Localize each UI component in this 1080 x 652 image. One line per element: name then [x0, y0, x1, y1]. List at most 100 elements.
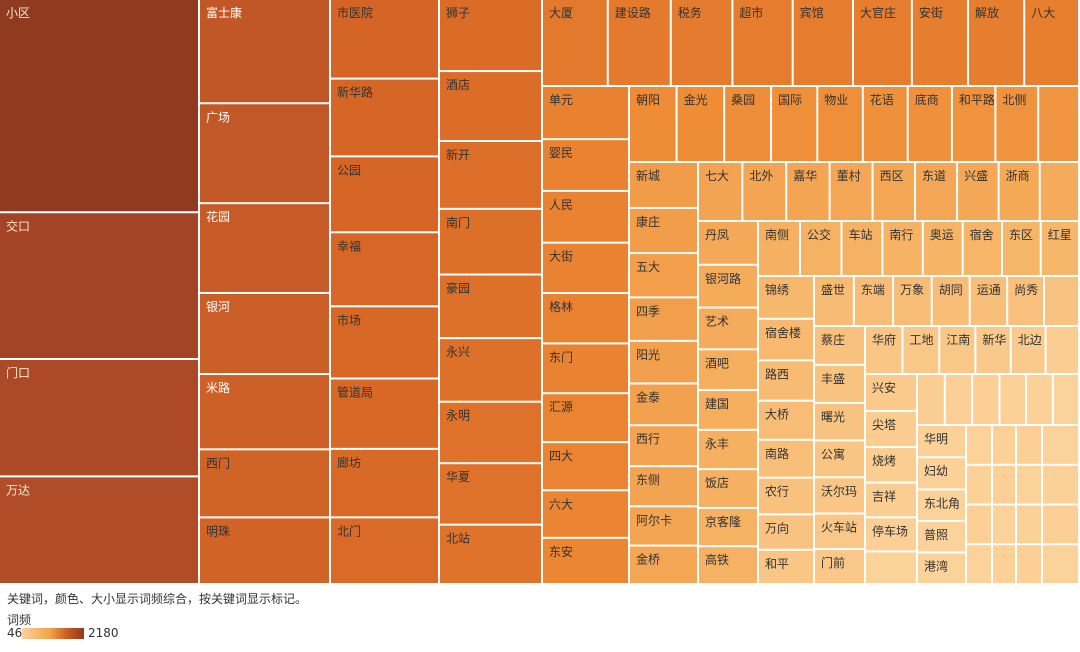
treemap-cell-4e1c-533a — [1002, 222, 1040, 275]
treemap-label-683c-6797: 格林 — [549, 299, 573, 314]
treemap-cell-516b-5927 — [1025, 0, 1078, 85]
treemap-label-7a0e-52a1: 税务 — [678, 5, 702, 20]
treemap-cell-unlabeled-150 — [1017, 545, 1041, 583]
treemap-cell-6c38-660e — [440, 402, 541, 463]
treemap-label-5c0f-533a: 小区 — [6, 6, 30, 20]
treemap-cell-516d-5927 — [543, 491, 628, 537]
treemap-label-4e39-51e4: 丹凤 — [705, 228, 729, 242]
treemap-cell-unlabeled-151 — [1043, 426, 1078, 464]
treemap-label-5eb7-5e84: 康庄 — [636, 214, 660, 229]
treemap-cell-95e8-524d — [815, 550, 864, 583]
treemap-label-996d-5e97: 饭店 — [705, 476, 729, 490]
treemap-label-8463-6751: 董村 — [837, 169, 861, 183]
treemap-cell-6c83-5c14-739b — [815, 478, 864, 513]
treemap-cell-8521-5e84 — [815, 327, 864, 364]
treemap-label-91d1-6865: 金桥 — [636, 552, 660, 567]
treemap-cell-6c38-4e30 — [699, 430, 757, 469]
treemap-label-5bbf-820d: 宿舍 — [970, 227, 994, 242]
treemap-label-94f6-6cb3: 银河 — [206, 300, 230, 314]
treemap-cell-5317-7ad9 — [440, 525, 541, 583]
treemap-cell-897f-533a — [873, 163, 915, 220]
treemap-cell-66d9-5149 — [815, 403, 864, 440]
treemap-label-4e03-5927: 七大 — [705, 169, 729, 183]
treemap-label-5e02-573a: 市场 — [337, 312, 361, 327]
treemap-label-534e-5e9c: 华府 — [872, 332, 896, 347]
treemap-label-8c6a-56ed: 豪园 — [446, 281, 470, 296]
treemap-cell-5eca-574a — [331, 449, 438, 517]
treemap-cell-534e-5e9c — [866, 327, 902, 373]
treemap-cell-516c-56ed — [331, 157, 438, 232]
treemap-cell-5409-7965 — [866, 483, 916, 517]
treemap-cell-683c-6797 — [543, 294, 628, 343]
treemap-cell-7269-4e1a — [818, 87, 862, 161]
treemap-cell-unlabeled-131 — [1000, 375, 1026, 424]
treemap-cell-5317-5916 — [743, 163, 786, 220]
treemap-cell-4e1c-5317-89d2 — [918, 490, 965, 520]
treemap-cell-65b0-534e-8def — [331, 79, 438, 156]
treemap-label-5eca-574a: 廊坊 — [337, 455, 361, 470]
treemap-cell-56db-5927 — [543, 443, 628, 490]
treemap-label-516d-5927: 六大 — [549, 497, 573, 511]
treemap-cell-5174-5b89 — [866, 375, 916, 410]
treemap-cell-8c6a-56ed — [440, 275, 541, 338]
treemap-cell-4e07-8fbe — [0, 477, 198, 583]
treemap-cell-unlabeled-141 — [967, 505, 991, 544]
treemap-label-6851-56ed: 桑园 — [731, 93, 755, 107]
treemap-label-7269-4e1a: 物业 — [824, 93, 848, 107]
legend-max-value: 2180 — [88, 626, 119, 640]
treemap-label-66d9-5149: 曙光 — [821, 410, 845, 424]
treemap-label-516b-5927: 八大 — [1031, 6, 1055, 20]
treemap-label-8def-897f: 路西 — [765, 366, 789, 381]
treemap-label-5357-95e8: 南门 — [446, 215, 470, 230]
treemap-cell-5bbf-820d — [963, 222, 1001, 275]
treemap-cell-5927-6865 — [759, 401, 813, 439]
treemap-label-6c38-4e30: 永丰 — [705, 437, 729, 451]
treemap-cell-5c16-5854 — [866, 411, 916, 447]
treemap-label-5174-5b89: 兴安 — [872, 380, 896, 395]
treemap-label-4e30-76db: 丰盛 — [821, 371, 845, 386]
treemap-label-5357-884c: 南行 — [889, 227, 913, 242]
treemap-label-505c-8f66-573a: 停车场 — [872, 523, 908, 538]
treemap-cell-897f-884c — [630, 426, 697, 466]
treemap-cell-5317-95e8 — [331, 518, 438, 583]
treemap-label-897f-95e8: 西门 — [206, 455, 230, 470]
treemap-cell-unlabeled-143 — [993, 426, 1015, 464]
treemap-cell-9526-7ee3 — [759, 277, 813, 318]
treemap-cell-5b89-8857 — [912, 0, 968, 85]
treemap-label-5317-5916: 北外 — [749, 169, 773, 183]
treemap-cell-706b-8f66-7ad9 — [815, 514, 864, 549]
treemap-label-5357-8def: 南路 — [765, 446, 789, 461]
treemap-label-5174-76db: 兴盛 — [964, 168, 988, 183]
treemap-label-4e1c-533a: 东区 — [1009, 228, 1033, 242]
treemap-cell-unlabeled-76 — [1040, 163, 1078, 220]
treemap-label-4eba-6c11: 人民 — [549, 198, 573, 212]
treemap-cell-5e02-573a — [331, 307, 438, 378]
treemap-label-94f6-6cb3-8def: 银河路 — [705, 271, 741, 286]
treemap-label-4e07-8c61: 万象 — [900, 283, 924, 297]
treemap-label-5a74-6c11: 婴民 — [549, 146, 573, 160]
treemap-cell-4e07-5411 — [759, 515, 813, 549]
treemap-cell-5efa-8bbe-8def — [608, 0, 670, 85]
treemap-label-6c47-6e90: 汇源 — [549, 400, 573, 414]
treemap-label-5409-7965: 吉祥 — [872, 490, 896, 504]
treemap-cell-827a-672f — [699, 308, 757, 349]
treemap-cell-65b0-57ce — [630, 163, 697, 207]
treemap-cell-9152-5427 — [699, 350, 757, 390]
treemap-cell-9152-5e97 — [440, 72, 541, 141]
treemap-cell-unlabeled-152 — [1043, 465, 1078, 504]
treemap-label-91d1-6cf0: 金泰 — [636, 389, 660, 404]
treemap-cell-4e1c-7aef — [854, 277, 893, 325]
treemap-cell-6e2f-6e7e — [918, 553, 965, 583]
treemap-cell-5e95-5546 — [908, 87, 951, 161]
treemap-cell-unlabeled-133 — [1053, 375, 1078, 424]
treemap-cell-unlabeled-57 — [1039, 87, 1078, 161]
treemap-cell-6d59-5546 — [999, 163, 1039, 220]
treemap-cell-548c-5e73-8def — [952, 87, 995, 161]
treemap-label-6c38-5174: 永兴 — [446, 345, 470, 359]
treemap-label-516c-4ea4: 公交 — [807, 227, 831, 242]
treemap-cell-65b0-5f00 — [440, 142, 541, 208]
treemap-label-827a-672f: 艺术 — [705, 315, 729, 329]
treemap-cell-unlabeled-127 — [866, 552, 916, 583]
treemap-cell-unlabeled-139 — [967, 426, 991, 464]
